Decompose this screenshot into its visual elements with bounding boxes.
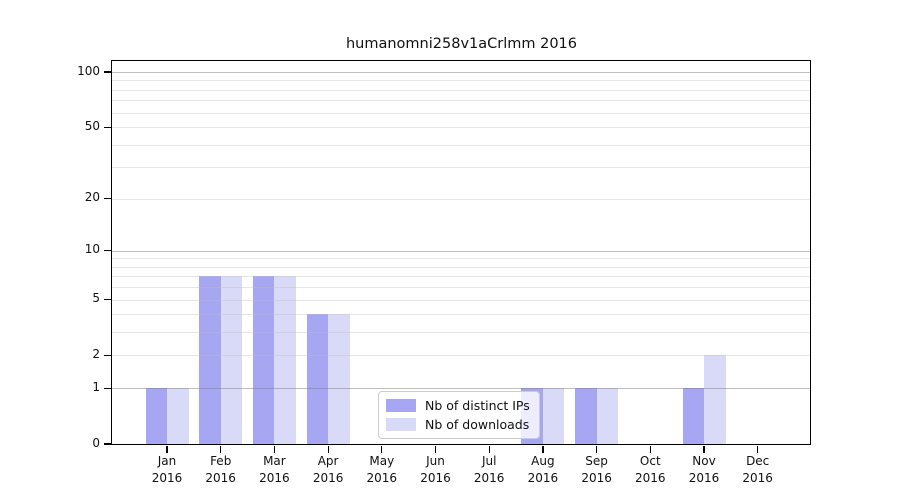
minor-gridline: [112, 355, 810, 357]
bar-nb-of-downloads-mar: [274, 276, 296, 444]
minor-gridline: [112, 314, 810, 316]
x-tick-label: Apr 2016: [312, 454, 344, 485]
minor-gridline: [112, 266, 810, 268]
x-tick-label: Jul 2016: [473, 454, 505, 485]
x-tick-mark: [596, 445, 598, 453]
bar-nb-of-downloads-apr: [328, 314, 350, 444]
legend: Nb of distinct IPs Nb of downloads: [378, 391, 540, 439]
y-tick-label: 100: [77, 63, 100, 78]
y-tick-mark: [103, 299, 111, 301]
x-tick-label: Sep 2016: [581, 454, 612, 485]
x-tick-mark: [703, 445, 705, 453]
y-tick-label: 50: [84, 118, 100, 133]
y-tick-mark: [103, 443, 111, 445]
x-tick-mark: [434, 445, 437, 453]
x-tick-mark: [757, 445, 759, 453]
x-tick-mark: [166, 445, 168, 453]
x-tick-label: Oct 2016: [635, 454, 666, 485]
legend-item-distinct-ips: Nb of distinct IPs: [386, 398, 530, 413]
bar-nb-of-distinct-ips-mar: [252, 276, 275, 444]
bar-nb-of-distinct-ips-sep: [575, 388, 597, 444]
minor-gridline: [112, 258, 810, 260]
x-tick-mark: [381, 445, 383, 453]
bar-nb-of-downloads-nov: [704, 355, 726, 444]
minor-gridline: [112, 276, 810, 278]
minor-gridline: [112, 89, 810, 91]
y-tick-label: 5: [92, 291, 100, 306]
y-tick-mark: [103, 198, 111, 200]
y-tick-label: 2: [92, 346, 100, 361]
major-gridline: [112, 72, 810, 74]
y-tick-label: 10: [84, 242, 100, 257]
legend-swatch-distinct-ips: [386, 399, 416, 412]
x-tick-label: Jun 2016: [420, 454, 451, 485]
y-tick-label: 1: [92, 379, 100, 394]
y-tick-mark: [103, 354, 111, 357]
x-tick-label: Feb 2016: [205, 454, 236, 485]
bar-nb-of-distinct-ips-jan: [145, 388, 167, 444]
minor-gridline: [112, 112, 810, 114]
x-tick-label: Dec 2016: [742, 454, 773, 485]
x-tick-mark: [542, 445, 544, 453]
y-tick-mark: [103, 71, 111, 73]
bar-nb-of-downloads-aug: [542, 388, 565, 444]
minor-gridline: [112, 80, 810, 82]
minor-gridline: [112, 198, 810, 200]
bar-nb-of-distinct-ips-feb: [199, 276, 221, 444]
x-tick-mark: [220, 445, 222, 453]
chart-title: humanomni258v1aCrlmm 2016: [345, 36, 578, 52]
minor-gridline: [112, 144, 810, 146]
legend-swatch-downloads: [386, 418, 416, 431]
x-tick-label: Jan 2016: [151, 454, 183, 485]
x-tick-mark: [488, 445, 490, 453]
minor-gridline: [112, 332, 810, 334]
y-tick-label: 0: [92, 435, 100, 450]
x-tick-label: May 2016: [366, 454, 398, 485]
y-tick-mark: [103, 126, 111, 128]
x-tick-mark: [273, 445, 276, 453]
x-tick-mark: [327, 445, 329, 453]
y-tick-label: 20: [84, 190, 100, 205]
x-tick-label: Aug 2016: [527, 454, 559, 485]
legend-item-downloads: Nb of downloads: [386, 417, 530, 432]
major-gridline: [112, 388, 810, 390]
x-tick-label: Nov 2016: [688, 454, 720, 485]
y-tick-mark: [103, 250, 111, 252]
minor-gridline: [112, 299, 810, 301]
minor-gridline: [112, 127, 810, 129]
legend-label-downloads: Nb of downloads: [425, 417, 530, 432]
x-tick-label: Mar 2016: [259, 454, 290, 485]
x-tick-mark: [649, 445, 651, 453]
legend-label-distinct-ips: Nb of distinct IPs: [425, 398, 530, 413]
major-gridline: [112, 250, 810, 252]
bar-nb-of-downloads-feb: [220, 276, 243, 444]
bar-nb-of-downloads-jan: [167, 388, 189, 444]
plot-area: 0 1 2 5 10 20 50 100 Jan 2016 Feb 2016 Mar 2016 Ap…: [77, 60, 811, 485]
bar-nb-of-distinct-ips-apr: [306, 314, 329, 444]
minor-gridline: [112, 100, 810, 102]
minor-gridline: [112, 167, 810, 169]
bar-nb-of-downloads-sep: [596, 388, 619, 444]
y-tick-mark: [103, 387, 111, 389]
minor-gridline: [112, 287, 810, 289]
bar-nb-of-distinct-ips-nov: [682, 388, 704, 444]
